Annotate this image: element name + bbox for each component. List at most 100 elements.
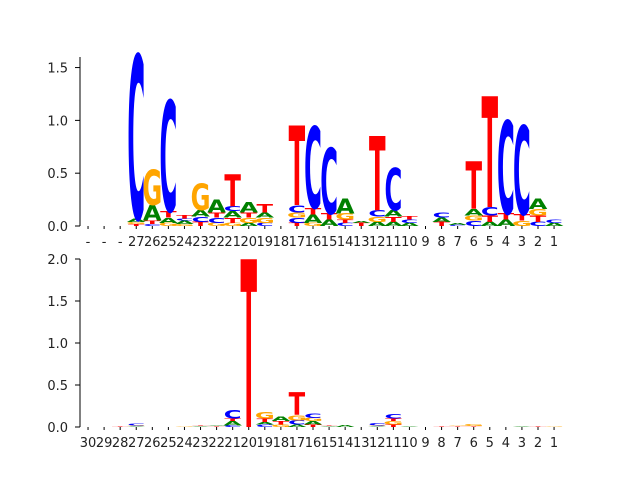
x-tick-label: 1: [550, 235, 558, 250]
logo-letter-T: T: [482, 66, 499, 243]
logo-letter-C: C: [465, 220, 483, 228]
x-tick-label: 13: [353, 436, 370, 451]
x-tick-label: 28: [112, 436, 129, 451]
x-tick-label: 15: [321, 235, 338, 250]
logo-letter-T: T: [337, 219, 354, 224]
logo-letter-G: G: [271, 424, 291, 428]
logo-letter-G: G: [464, 424, 484, 427]
logo-letter-C: C: [176, 218, 194, 221]
logo-letter-A: A: [127, 218, 146, 223]
x-tick-label: 10: [401, 436, 418, 451]
y-tick-label: 0.0: [47, 421, 68, 436]
logo-letter-T: T: [385, 215, 403, 223]
logo-letter-T: T: [321, 212, 338, 222]
logo-letter-A: A: [127, 426, 147, 427]
logo-letter-T: T: [289, 386, 306, 423]
x-tick-label: 1: [550, 436, 558, 451]
y-tick-label: 1.0: [47, 114, 68, 129]
logo-letter-G: G: [528, 208, 548, 218]
logo-letter-T: T: [514, 213, 531, 223]
logo-letter-T: T: [401, 216, 418, 221]
x-tick-label: 16: [305, 235, 322, 250]
x-tick-label: -: [102, 235, 107, 250]
logo-letter-A: A: [368, 426, 388, 427]
x-tick-label: 26: [144, 436, 161, 451]
logo-panel-top: 0.00.51.01.5- - -27 26 25 24 23 22 21 20 19 18 17 16 1…: [47, 11, 564, 273]
logo-letter-C: C: [513, 102, 531, 243]
logo-letter-G: G: [255, 216, 275, 224]
x-tick-label: 7: [454, 235, 462, 250]
logo-letter-T: T: [433, 221, 450, 228]
logo-letter-C: C: [256, 424, 274, 428]
x-tick-label: 5: [486, 235, 494, 250]
x-tick-label: 16: [305, 436, 322, 451]
x-tick-label: 12: [369, 235, 386, 250]
logo-letter-T: T: [224, 418, 241, 422]
logo-letter-C: C: [192, 215, 210, 223]
logo-letter-T: T: [385, 424, 402, 428]
logo-letter-T: T: [224, 166, 241, 217]
logo-letter-T: T: [240, 213, 257, 480]
logo-letter-C: C: [545, 219, 563, 224]
logo-letter-A: A: [384, 221, 403, 228]
x-tick-label: 27: [128, 436, 145, 451]
logo-letter-A: A: [239, 198, 258, 215]
logo-letter-A: A: [304, 212, 323, 225]
logo-letter-C: C: [529, 221, 547, 228]
logo-letter-T: T: [208, 211, 226, 219]
logo-letter-G: G: [191, 177, 211, 219]
logo-letter-G: G: [255, 411, 275, 422]
x-tick-label: 4: [502, 436, 510, 451]
logo-letter-G: G: [335, 212, 355, 222]
x-tick-label: 12: [369, 436, 386, 451]
logo-letter-T: T: [257, 202, 274, 215]
x-tick-label: 3: [518, 235, 526, 250]
logo-letter-A: A: [207, 425, 227, 426]
x-tick-label: 11: [385, 235, 402, 250]
logo-letter-T: T: [289, 104, 306, 231]
x-tick-label: 8: [437, 436, 445, 451]
x-tick-label: 10: [401, 235, 418, 250]
logo-letter-A: A: [513, 426, 533, 427]
logo-letter-T: T: [192, 425, 209, 426]
logo-letter-T: T: [321, 425, 338, 426]
x-tick-label: 9: [421, 436, 429, 451]
logo-letter-T: T: [289, 222, 306, 227]
logo-letter-A: A: [191, 426, 211, 427]
logo-letter-C: C: [208, 216, 226, 224]
logo-letter-T: T: [305, 207, 322, 217]
x-tick-label: 19: [257, 235, 274, 250]
x-tick-label: 30: [80, 436, 97, 451]
logo-letter-A: A: [255, 211, 274, 219]
logo-letter-G: G: [126, 221, 146, 224]
x-tick-label: 14: [337, 235, 354, 250]
y-tick-label: 1.5: [47, 62, 68, 77]
logo-letter-G: G: [175, 426, 195, 427]
logo-letter-A: A: [239, 222, 258, 227]
x-tick-label: 8: [437, 235, 445, 250]
x-tick-label: 2: [534, 436, 542, 451]
logo-letter-G: G: [512, 220, 532, 228]
logo-letter-T: T: [498, 212, 515, 222]
y-tick-label: 1.0: [47, 337, 68, 352]
y-tick-label: 1.5: [47, 295, 68, 310]
logo-letter-T: T: [530, 214, 547, 224]
logo-letter-T: T: [530, 426, 547, 427]
x-tick-label: -: [86, 235, 91, 250]
logo-letter-C: C: [288, 216, 306, 224]
logo-letter-A: A: [496, 218, 515, 228]
logo-letter-A: A: [191, 209, 210, 219]
x-tick-label: 20: [240, 235, 257, 250]
x-tick-label: 7: [454, 436, 462, 451]
logo-letter-A: A: [448, 222, 468, 225]
logo-letter-A: A: [207, 196, 227, 217]
x-tick-label: 5: [486, 436, 494, 451]
logo-letter-C: C: [127, 423, 145, 426]
logo-letter-A: A: [336, 425, 356, 428]
logo-letter-C: C: [127, 11, 145, 273]
x-tick-label: 20: [240, 436, 257, 451]
logo-letter-C: C: [256, 222, 274, 227]
logo-letter-T: T: [482, 214, 499, 224]
logo-letter-T: T: [112, 426, 129, 427]
logo-letter-A: A: [352, 220, 372, 223]
